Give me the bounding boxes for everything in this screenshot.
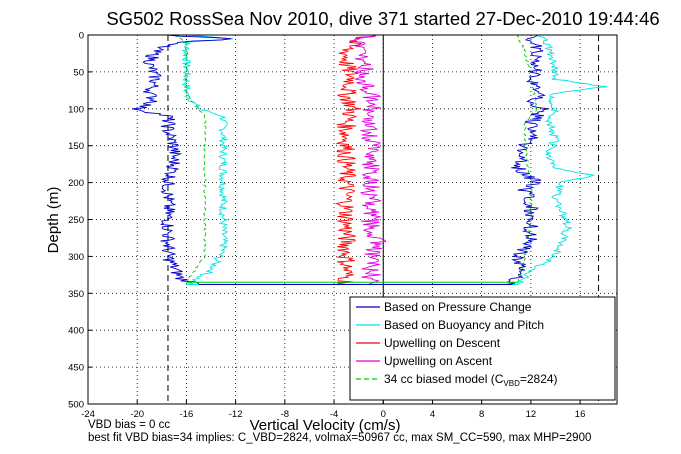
legend-subscript: VBD — [503, 379, 520, 388]
legend-suffix: =2824) — [520, 372, 558, 386]
y-tick-label: 200 — [68, 178, 84, 189]
best-fit-note: best fit VBD bias=34 implies: C_VBD=2824… — [88, 432, 592, 444]
legend: Based on Pressure Change Based on Buoyanc… — [349, 296, 616, 401]
legend-entry: Upwelling on Ascent — [384, 354, 493, 368]
y-tick-label: 100 — [68, 104, 84, 115]
legend-entry: Upwelling on Descent — [384, 336, 501, 350]
series-trace — [505, 34, 549, 285]
series-trace — [132, 34, 232, 285]
x-tick-label: 12 — [526, 409, 537, 420]
x-tick-label: -4 — [330, 409, 338, 420]
series-trace — [517, 34, 608, 285]
x-tick-label: -24 — [81, 409, 95, 420]
legend-box — [349, 296, 616, 401]
x-axis-ticks: -24 -20 -16 -12 -8 -4 0 4 8 12 16 — [81, 400, 585, 420]
series-trace — [349, 34, 387, 285]
chart-title: SG502 RossSea Nov 2010, dive 371 started… — [106, 8, 659, 29]
x-tick-label: -12 — [229, 409, 243, 420]
series-based-on-buoyancy-and-pitch — [181, 34, 608, 285]
series-layer — [132, 34, 608, 285]
vbd-bias-note: VBD bias = 0 cc — [88, 419, 171, 431]
series-upwelling-on-ascent — [349, 34, 387, 285]
x-axis-label: Vertical Velocity (cm/s) — [250, 417, 401, 434]
y-tick-label: 250 — [68, 215, 84, 226]
series-trace — [173, 34, 207, 283]
x-tick-label: -16 — [180, 409, 194, 420]
y-tick-label: 150 — [68, 141, 84, 152]
y-axis-ticks: 0 50 100 150 200 250 300 350 400 450 500 — [68, 31, 92, 411]
y-tick-label: 400 — [68, 326, 84, 337]
y-tick-label: 450 — [68, 363, 84, 374]
x-tick-label: -20 — [130, 409, 144, 420]
y-axis-label: Depth (m) — [45, 187, 62, 254]
x-tick-label: 4 — [430, 409, 435, 420]
series-trace — [181, 34, 234, 285]
series-based-on-pressure-change — [132, 34, 549, 285]
series-trace — [334, 34, 377, 285]
y-tick-label: 0 — [79, 31, 84, 42]
legend-entry: Based on Buoyancy and Pitch — [384, 318, 544, 332]
x-tick-label: 0 — [381, 409, 386, 420]
y-tick-label: 50 — [73, 67, 84, 78]
series-trace — [516, 34, 538, 283]
x-tick-label: 16 — [575, 409, 586, 420]
legend-entry: Based on Pressure Change — [384, 300, 532, 314]
series-upwelling-on-descent — [334, 34, 377, 285]
legend-entry: 34 cc biased model (CVBD=2824) — [384, 372, 558, 388]
y-tick-label: 500 — [68, 400, 84, 411]
x-tick-label: -8 — [281, 409, 289, 420]
y-tick-label: 300 — [68, 252, 84, 263]
x-tick-label: 8 — [479, 409, 484, 420]
y-tick-label: 350 — [68, 289, 84, 300]
series-34-cc-biased-model-cvbd-2824 — [173, 34, 538, 283]
